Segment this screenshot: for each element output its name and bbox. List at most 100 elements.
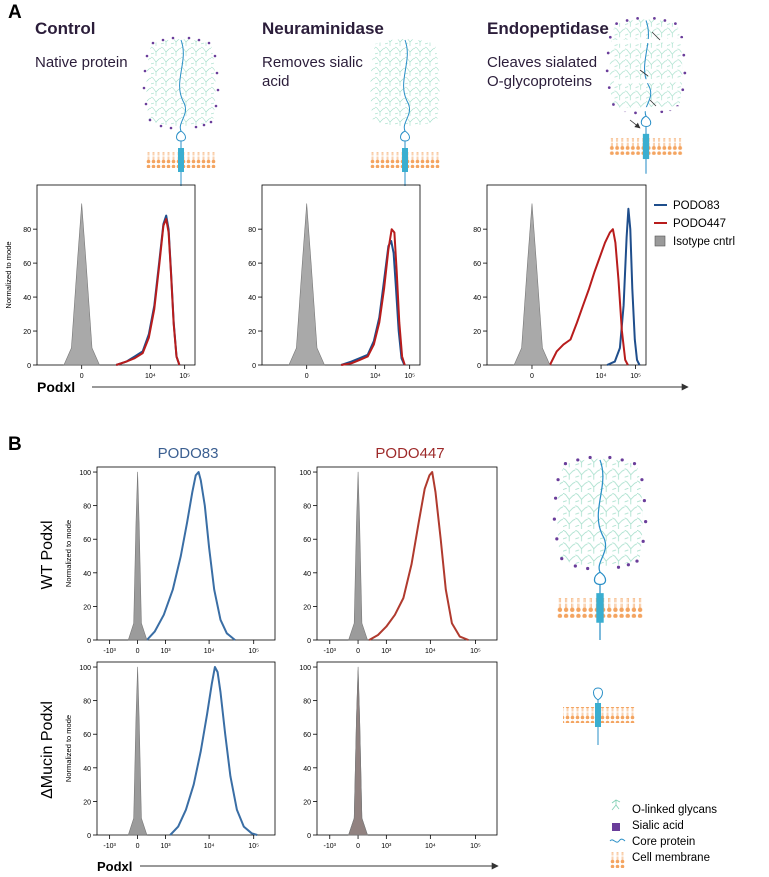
treatment-description: Removes sialic acid [262,54,363,90]
x-tick-label: 0 [356,843,360,850]
y-tick-label: 0 [27,363,31,370]
y-tick-label: 20 [473,329,481,336]
x-tick-label: 10³ [161,843,172,850]
filled-histogram [513,203,551,366]
y-tick-label: 0 [307,638,311,645]
filled-histogram [348,471,368,641]
x-axis-label: Podxl [37,379,75,395]
x-tick-label: 0 [80,373,84,380]
filled-histogram [63,203,100,366]
y-tick-label: 80 [248,227,256,234]
y-tick-label: 40 [83,571,91,578]
y-tick-label: 40 [23,295,31,302]
y-tick-label: 80 [303,504,311,511]
filled-histogram [288,203,325,366]
y-tick-label: 20 [248,329,256,336]
x-tick-label: 10⁵ [630,373,641,380]
plot-frame [486,184,647,366]
illustrations [92,16,693,870]
y-tick-label: 40 [248,295,256,302]
y-tick-label: 60 [248,261,256,268]
x-tick-label: 10⁵ [179,373,190,380]
y-tick-label: 80 [473,227,481,234]
y-tick-label: 40 [303,766,311,773]
y-tick-label: 80 [23,227,31,234]
histogram-line [341,228,406,366]
y-tick-label: 60 [473,261,481,268]
plot-frame [36,184,196,366]
x-tick-label: 10⁵ [470,648,481,655]
x-tick-label: 0 [356,648,360,655]
y-tick-label: 20 [303,799,311,806]
histogram-line [368,471,469,641]
y-tick-label: 100 [79,665,91,672]
legend-swatch [654,235,666,247]
filled-histogram [128,666,148,836]
histogram-line [169,666,258,836]
y-tick-label: 0 [252,363,256,370]
x-tick-label: 0 [136,843,140,850]
y-tick-label: 100 [79,470,91,477]
x-tick-label: 10⁴ [370,373,381,380]
histogram-line [606,207,641,366]
y-tick-label: 80 [303,699,311,706]
plot-frame [96,661,276,836]
y-tick-label: 20 [23,329,31,336]
x-tick-label: -10³ [103,843,116,850]
x-tick-label: 10⁴ [145,373,156,380]
y-tick-label: 40 [473,295,481,302]
y-axis-label: Normalized to mode [64,520,73,587]
column-title: PODO83 [158,445,219,462]
treatment-description: Native protein [35,54,128,71]
legend-label: PODO83 [673,200,720,212]
panel-label: A [8,2,22,23]
y-tick-label: 60 [303,537,311,544]
x-tick-label: 10⁵ [470,843,481,850]
plot-frame [261,184,421,366]
y-tick-label: 0 [87,833,91,840]
filled-histogram [348,670,368,836]
x-tick-label: 10³ [381,648,392,655]
treatment-description: Cleaves sialated O-glycoproteins [487,54,598,90]
x-tick-label: 10³ [161,648,172,655]
x-tick-label: 0 [305,373,309,380]
x-tick-label: 10⁵ [248,843,259,850]
y-tick-label: 60 [303,732,311,739]
row-label: WT Podxl [39,520,56,589]
x-tick-label: 10⁴ [425,843,436,850]
y-tick-label: 80 [83,504,91,511]
x-tick-label: 10⁵ [404,373,415,380]
plot-frame [96,466,276,641]
y-tick-label: 80 [83,699,91,706]
y-tick-label: 20 [83,799,91,806]
x-tick-label: 0 [530,373,534,380]
plot-frame [316,466,498,641]
y-tick-label: 20 [83,604,91,611]
row-label: ΔMucin Podxl [39,701,56,799]
histogram-line [549,228,629,366]
x-tick-label: -10³ [324,648,337,655]
y-tick-label: 0 [477,363,481,370]
x-tick-label: 10³ [381,843,392,850]
legend-label: Sialic acid [632,820,684,832]
y-tick-label: 60 [83,732,91,739]
legend-label: PODO447 [673,218,726,230]
y-axis-label: Normalized to mode [64,715,73,782]
y-tick-label: 60 [23,261,31,268]
filled-histogram [128,471,148,641]
x-tick-label: 10⁴ [425,648,436,655]
x-tick-label: 0 [136,648,140,655]
x-tick-label: 10⁴ [204,843,215,850]
treatment-title: Neuraminidase [262,19,384,38]
y-tick-label: 40 [83,766,91,773]
legend-label: O-linked glycans [632,804,717,816]
column-title: PODO447 [375,445,444,462]
plot-frame [316,661,498,836]
y-tick-label: 60 [83,537,91,544]
y-tick-label: 0 [307,833,311,840]
x-tick-label: -10³ [103,648,116,655]
y-axis-label: Normalized to mode [4,241,13,308]
histogram-line [146,471,236,641]
